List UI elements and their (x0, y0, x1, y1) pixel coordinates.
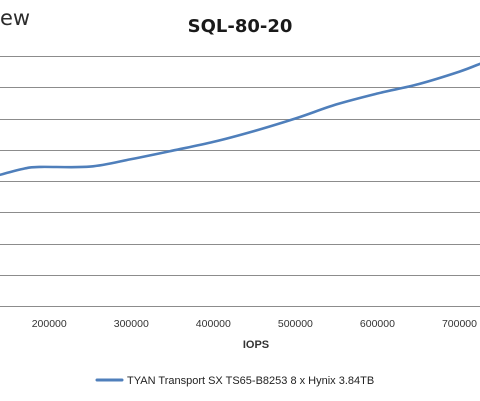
x-tick-label: 300000 (114, 318, 149, 330)
legend-entry: TYAN Transport SX TS65-B8253 8 x Hynix 3… (127, 375, 374, 387)
x-tick-label: 500000 (278, 318, 313, 330)
gridlines (0, 56, 480, 307)
x-axis-ticks: 200000 300000 400000 500000 600000 700000 (32, 318, 477, 330)
x-tick-label: 700000 (442, 318, 477, 330)
series-line (0, 62, 480, 177)
x-tick-label: 200000 (32, 318, 67, 330)
x-tick-label: 400000 (196, 318, 231, 330)
series-layer (0, 62, 480, 177)
chart-title: SQL-80-20 (188, 16, 293, 37)
x-tick-label: 600000 (360, 318, 395, 330)
x-axis-label: IOPS (243, 339, 269, 351)
logo-fragment: ew (0, 6, 30, 30)
legend: TYAN Transport SX TS65-B8253 8 x Hynix 3… (95, 375, 374, 387)
